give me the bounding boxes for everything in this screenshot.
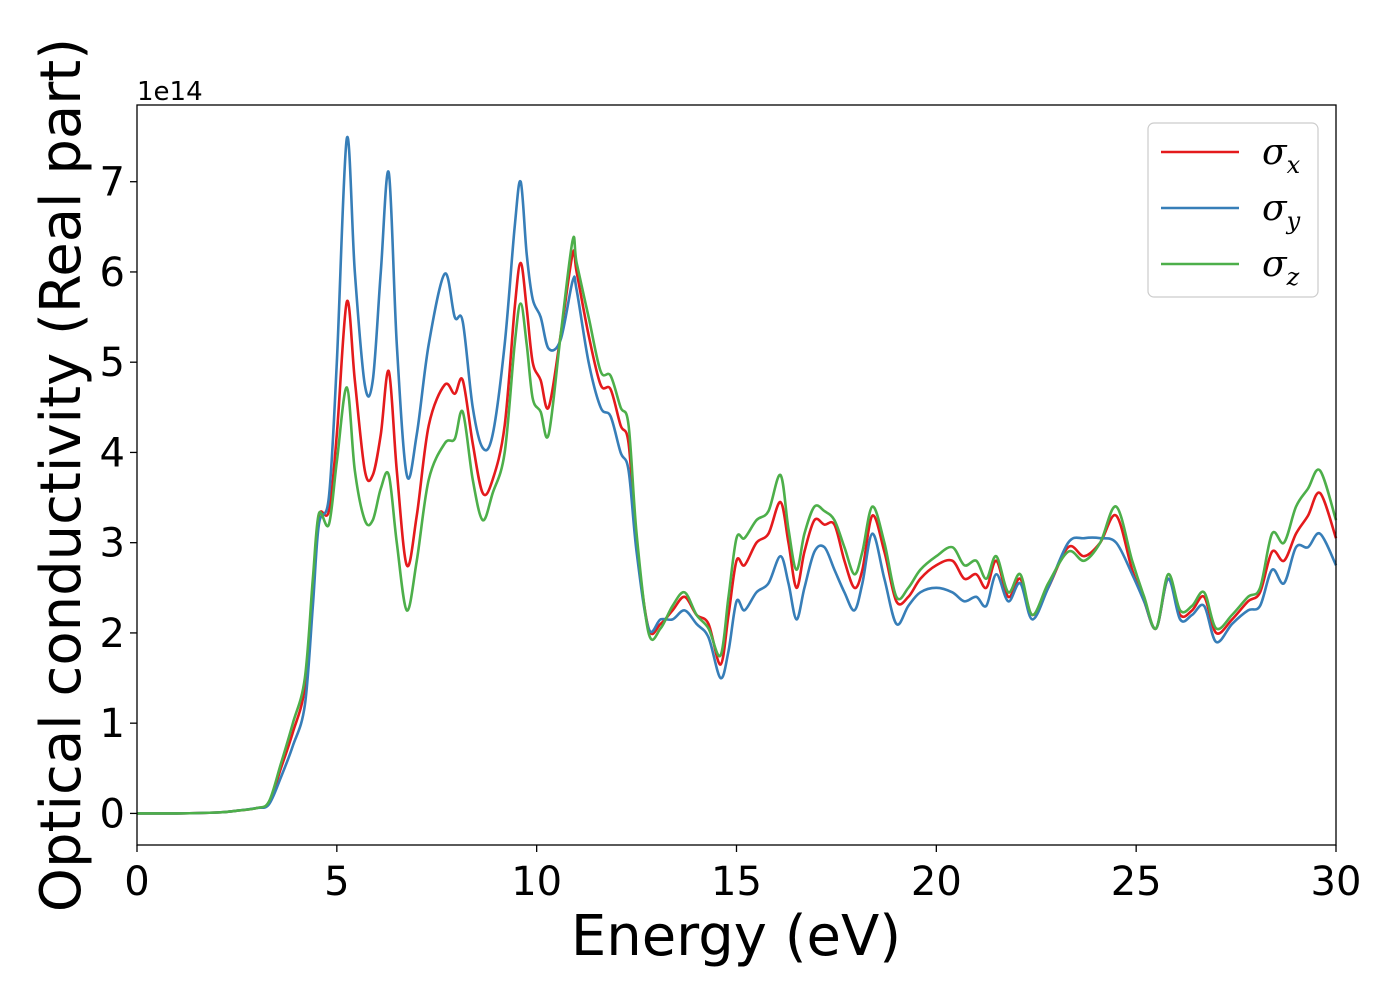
y-tick-label: 3 — [100, 521, 125, 567]
x-tick-label: 30 — [1311, 859, 1362, 905]
legend-subscript: y — [1286, 207, 1301, 235]
x-axis-ticks: 0 5 10 15 20 25 30 — [124, 845, 1361, 905]
x-tick-label: 10 — [511, 859, 562, 905]
y-tick-label: 7 — [100, 160, 125, 206]
y-axis-ticks: 0 1 2 3 4 5 6 7 — [100, 160, 137, 837]
legend-subscript: x — [1287, 151, 1301, 179]
y-tick-label: 1 — [100, 701, 125, 747]
x-tick-label: 5 — [324, 859, 349, 905]
x-tick-label: 0 — [124, 859, 149, 905]
legend-box — [1147, 122, 1319, 298]
series-layer — [136, 135, 1338, 815]
legend-label-sigma-y: σy — [1262, 188, 1301, 235]
series-line-sigma-y — [136, 135, 1338, 815]
y-tick-label: 2 — [100, 611, 125, 657]
legend-subscript: z — [1286, 263, 1300, 291]
y-tick-label: 5 — [100, 340, 125, 386]
x-tick-label: 25 — [1111, 859, 1162, 905]
x-tick-label: 20 — [911, 859, 962, 905]
y-offset-label: 1e14 — [137, 77, 203, 107]
y-tick-label: 0 — [100, 791, 125, 837]
x-axis-title: Energy (eV) — [571, 904, 901, 969]
plot-area — [137, 105, 1336, 845]
x-tick-label: 15 — [711, 859, 762, 905]
y-axis-title: Optical conductivity (Real part) — [29, 38, 94, 912]
y-tick-label: 4 — [100, 430, 125, 476]
y-tick-label: 6 — [100, 250, 125, 296]
series-line-sigma-z — [136, 235, 1338, 815]
